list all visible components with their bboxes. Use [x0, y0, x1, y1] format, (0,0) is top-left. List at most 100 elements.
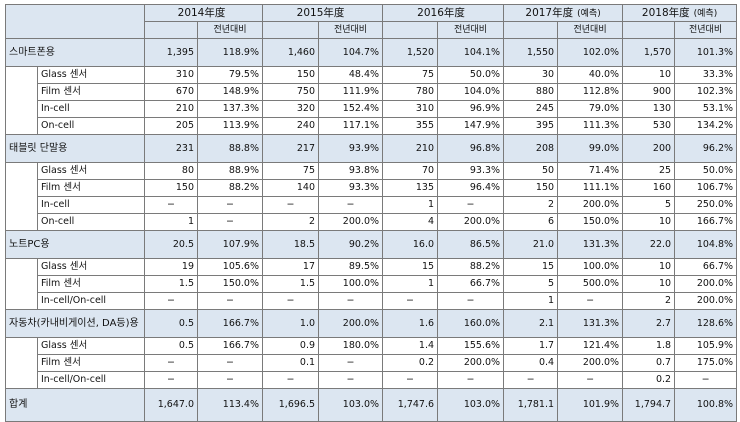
table-row: On-cell 1−2 200.0% 4 200.0% 6 150.0% 10 166.7%: [6, 213, 738, 231]
yoy-cell: 50.0%: [437, 66, 505, 84]
value-cell: −: [262, 196, 320, 214]
yoy-cell: 200.0%: [318, 309, 384, 338]
value-cell: 0.5: [144, 337, 198, 355]
yoy-cell: 111.9%: [318, 83, 384, 101]
year-header: 2017年度 (예측): [503, 4, 624, 22]
yoy-cell: 200.0%: [557, 196, 624, 214]
yoy-cell: 88.2%: [196, 179, 264, 197]
yoy-cell: 104.8%: [674, 230, 738, 259]
yoy-cell: 104.1%: [437, 38, 505, 67]
value-cell: 150: [503, 179, 559, 197]
yoy-cell: −: [437, 196, 505, 214]
yoy-cell: 53.1%: [674, 100, 738, 118]
yoy-cell: 117.1%: [318, 117, 384, 135]
category-row: 노트PC용 20.5 107.9% 18.5 90.2% 16.0 86.5% 21.0 131…: [5, 230, 738, 259]
value-subheader: [144, 21, 198, 39]
value-cell: −: [144, 292, 198, 310]
value-cell: 10: [622, 258, 676, 276]
value-cell: 200: [622, 134, 676, 163]
value-cell: 2.7: [622, 309, 676, 338]
yoy-cell: 150.0%: [557, 213, 624, 231]
value-cell: 75: [262, 162, 320, 180]
item-label: On-cell: [37, 117, 145, 135]
value-cell: 1.8: [622, 337, 676, 355]
yoy-cell: −: [318, 196, 384, 214]
value-cell: 10: [622, 66, 676, 84]
value-cell: 750: [262, 83, 320, 101]
value-cell: 1,747.6: [382, 388, 439, 422]
value-cell: 1,781.1: [503, 388, 559, 422]
value-cell: 22.0: [622, 230, 676, 259]
value-cell: 5: [622, 196, 676, 214]
yoy-cell: 155.6%: [437, 337, 505, 355]
value-cell: 17: [262, 258, 320, 276]
yoy-cell: −: [674, 371, 738, 389]
yoy-cell: −: [557, 371, 624, 389]
value-cell: 6: [503, 213, 559, 231]
table-row: Film 센서 1.5 150.0% 1.5 100.0% 1 66.7% 5 500.0% 10…: [6, 275, 738, 293]
value-cell: 0.4: [503, 354, 559, 372]
yoy-cell: 100.0%: [318, 275, 384, 293]
value-cell: 130: [622, 100, 676, 118]
value-cell: 1.4: [382, 337, 439, 355]
value-cell: −: [382, 292, 439, 310]
value-cell: 1.7: [503, 337, 559, 355]
yoy-cell: 104.7%: [318, 38, 384, 67]
yoy-cell: 200.0%: [557, 354, 624, 372]
value-cell: 530: [622, 117, 676, 135]
value-cell: 0.9: [262, 337, 320, 355]
value-cell: 210: [382, 134, 439, 163]
yoy-cell: 166.7%: [674, 213, 738, 231]
value-cell: 2.1: [503, 309, 559, 338]
table-row: Film 센서 670 148.9% 750 111.9% 780 104.0% 880 112…: [6, 83, 738, 101]
value-cell: 0.2: [382, 354, 439, 372]
yoy-cell: 90.2%: [318, 230, 384, 259]
value-cell: 1,647.0: [144, 388, 198, 422]
yoy-cell: 102.0%: [557, 38, 624, 67]
yoy-cell: 93.9%: [318, 134, 384, 163]
value-cell: 310: [144, 66, 198, 84]
indent-cell: [5, 66, 38, 135]
table-row: In-cell/On-cell − − − − − −1−2 200.0%: [6, 292, 738, 310]
yoy-cell: 107.9%: [196, 230, 264, 259]
yoy-cell: 89.5%: [318, 258, 384, 276]
value-cell: 15: [503, 258, 559, 276]
value-cell: 135: [382, 179, 439, 197]
item-label: Glass 센서: [37, 337, 145, 355]
indent-cell: [5, 337, 38, 389]
value-cell: 2: [622, 292, 676, 310]
yoy-cell: 88.8%: [196, 134, 264, 163]
yoy-subheader: 전년대비: [318, 21, 384, 39]
table-row: Glass 센서 19 105.6% 17 89.5% 15 88.2% 15 100.0% 10…: [5, 258, 738, 310]
value-cell: 150: [262, 66, 320, 84]
value-cell: −: [382, 371, 439, 389]
value-cell: 1,570: [622, 38, 676, 67]
value-cell: 25: [622, 162, 676, 180]
yoy-subheader: 전년대비: [557, 21, 624, 39]
yoy-cell: −: [196, 371, 264, 389]
table-row: Film 센서 150 88.2% 140 93.3% 135 96.4% 150 111.1%…: [6, 179, 738, 197]
value-cell: 320: [262, 100, 320, 118]
value-cell: 0.7: [622, 354, 676, 372]
value-cell: 1.5: [262, 275, 320, 293]
yoy-cell: −: [557, 292, 624, 310]
yoy-subheader: 전년대비: [674, 21, 738, 39]
yoy-cell: 79.5%: [196, 66, 264, 84]
value-cell: 1: [382, 196, 439, 214]
value-cell: 208: [503, 134, 559, 163]
yoy-cell: 200.0%: [674, 275, 738, 293]
yoy-cell: 93.3%: [437, 162, 505, 180]
yoy-cell: 166.7%: [196, 337, 264, 355]
yoy-cell: 40.0%: [557, 66, 624, 84]
yoy-cell: 96.2%: [674, 134, 738, 163]
value-cell: 19: [144, 258, 198, 276]
yoy-cell: 101.9%: [557, 388, 624, 422]
yoy-cell: 102.3%: [674, 83, 738, 101]
value-cell: 18.5: [262, 230, 320, 259]
value-cell: 4: [382, 213, 439, 231]
value-subheader: [382, 21, 439, 39]
yoy-cell: 118.9%: [196, 38, 264, 67]
yoy-cell: 200.0%: [437, 213, 505, 231]
indent-cell: [5, 258, 38, 310]
item-label: Glass 센서: [37, 66, 145, 84]
